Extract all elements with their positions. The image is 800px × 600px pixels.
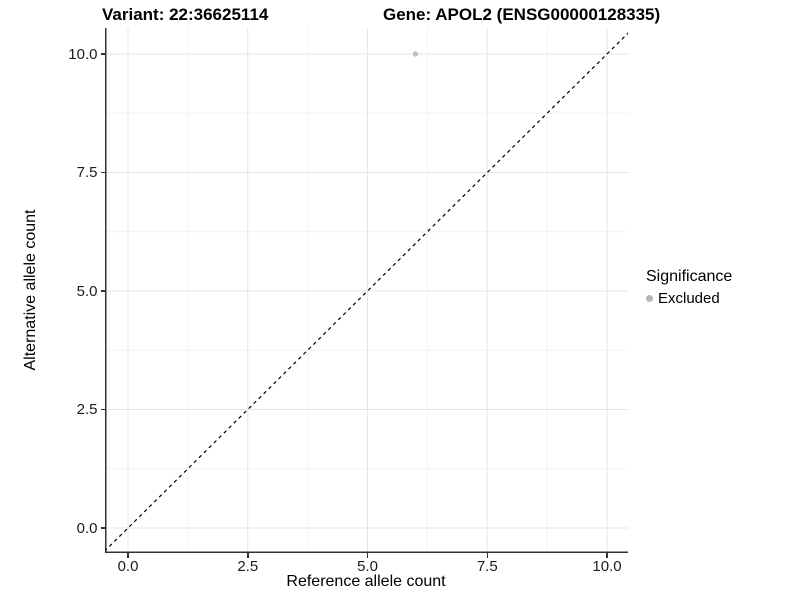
y-tick-label: 5.0 xyxy=(76,282,98,300)
data-point xyxy=(412,51,419,57)
chart-canvas xyxy=(105,28,628,553)
gene-title: Gene: APOL2 (ENSG00000128335) xyxy=(383,5,661,24)
x-tick-mark xyxy=(127,553,129,558)
y-tick-mark xyxy=(100,527,105,529)
x-tick-mark xyxy=(606,553,608,558)
x-axis-title: Reference allele count xyxy=(286,573,446,590)
x-tick-label: 2.5 xyxy=(237,558,259,575)
legend-item-excluded: Excluded xyxy=(646,290,732,307)
y-tick-label: 0.0 xyxy=(76,519,98,537)
y-axis-title: Alternative allele count xyxy=(22,209,39,371)
x-tick-label: 10.0 xyxy=(592,558,622,575)
variant-title: Variant: 22:36625114 xyxy=(102,5,269,24)
x-tick-label: 0.0 xyxy=(117,558,139,575)
x-tick-label: 5.0 xyxy=(357,558,378,575)
y-tick-label: 2.5 xyxy=(76,401,98,418)
y-tick-label: 7.5 xyxy=(76,164,98,181)
y-tick-label: 10.0 xyxy=(68,45,98,63)
x-tick-mark xyxy=(366,553,369,558)
y-tick-mark xyxy=(100,171,105,174)
x-tick-mark xyxy=(247,553,249,558)
y-tick-mark xyxy=(100,408,105,411)
legend-title: Significance xyxy=(646,268,733,285)
identity-reference-line xyxy=(105,32,628,552)
legend-key-dot xyxy=(646,295,653,302)
x-tick-label: 7.5 xyxy=(476,558,498,575)
y-tick-mark xyxy=(100,53,105,55)
plot-panel xyxy=(105,28,628,553)
legend-item-label: Excluded xyxy=(658,290,720,307)
x-tick-mark xyxy=(486,553,488,558)
legend: Significance Excluded xyxy=(646,268,732,307)
y-tick-mark xyxy=(100,290,105,292)
